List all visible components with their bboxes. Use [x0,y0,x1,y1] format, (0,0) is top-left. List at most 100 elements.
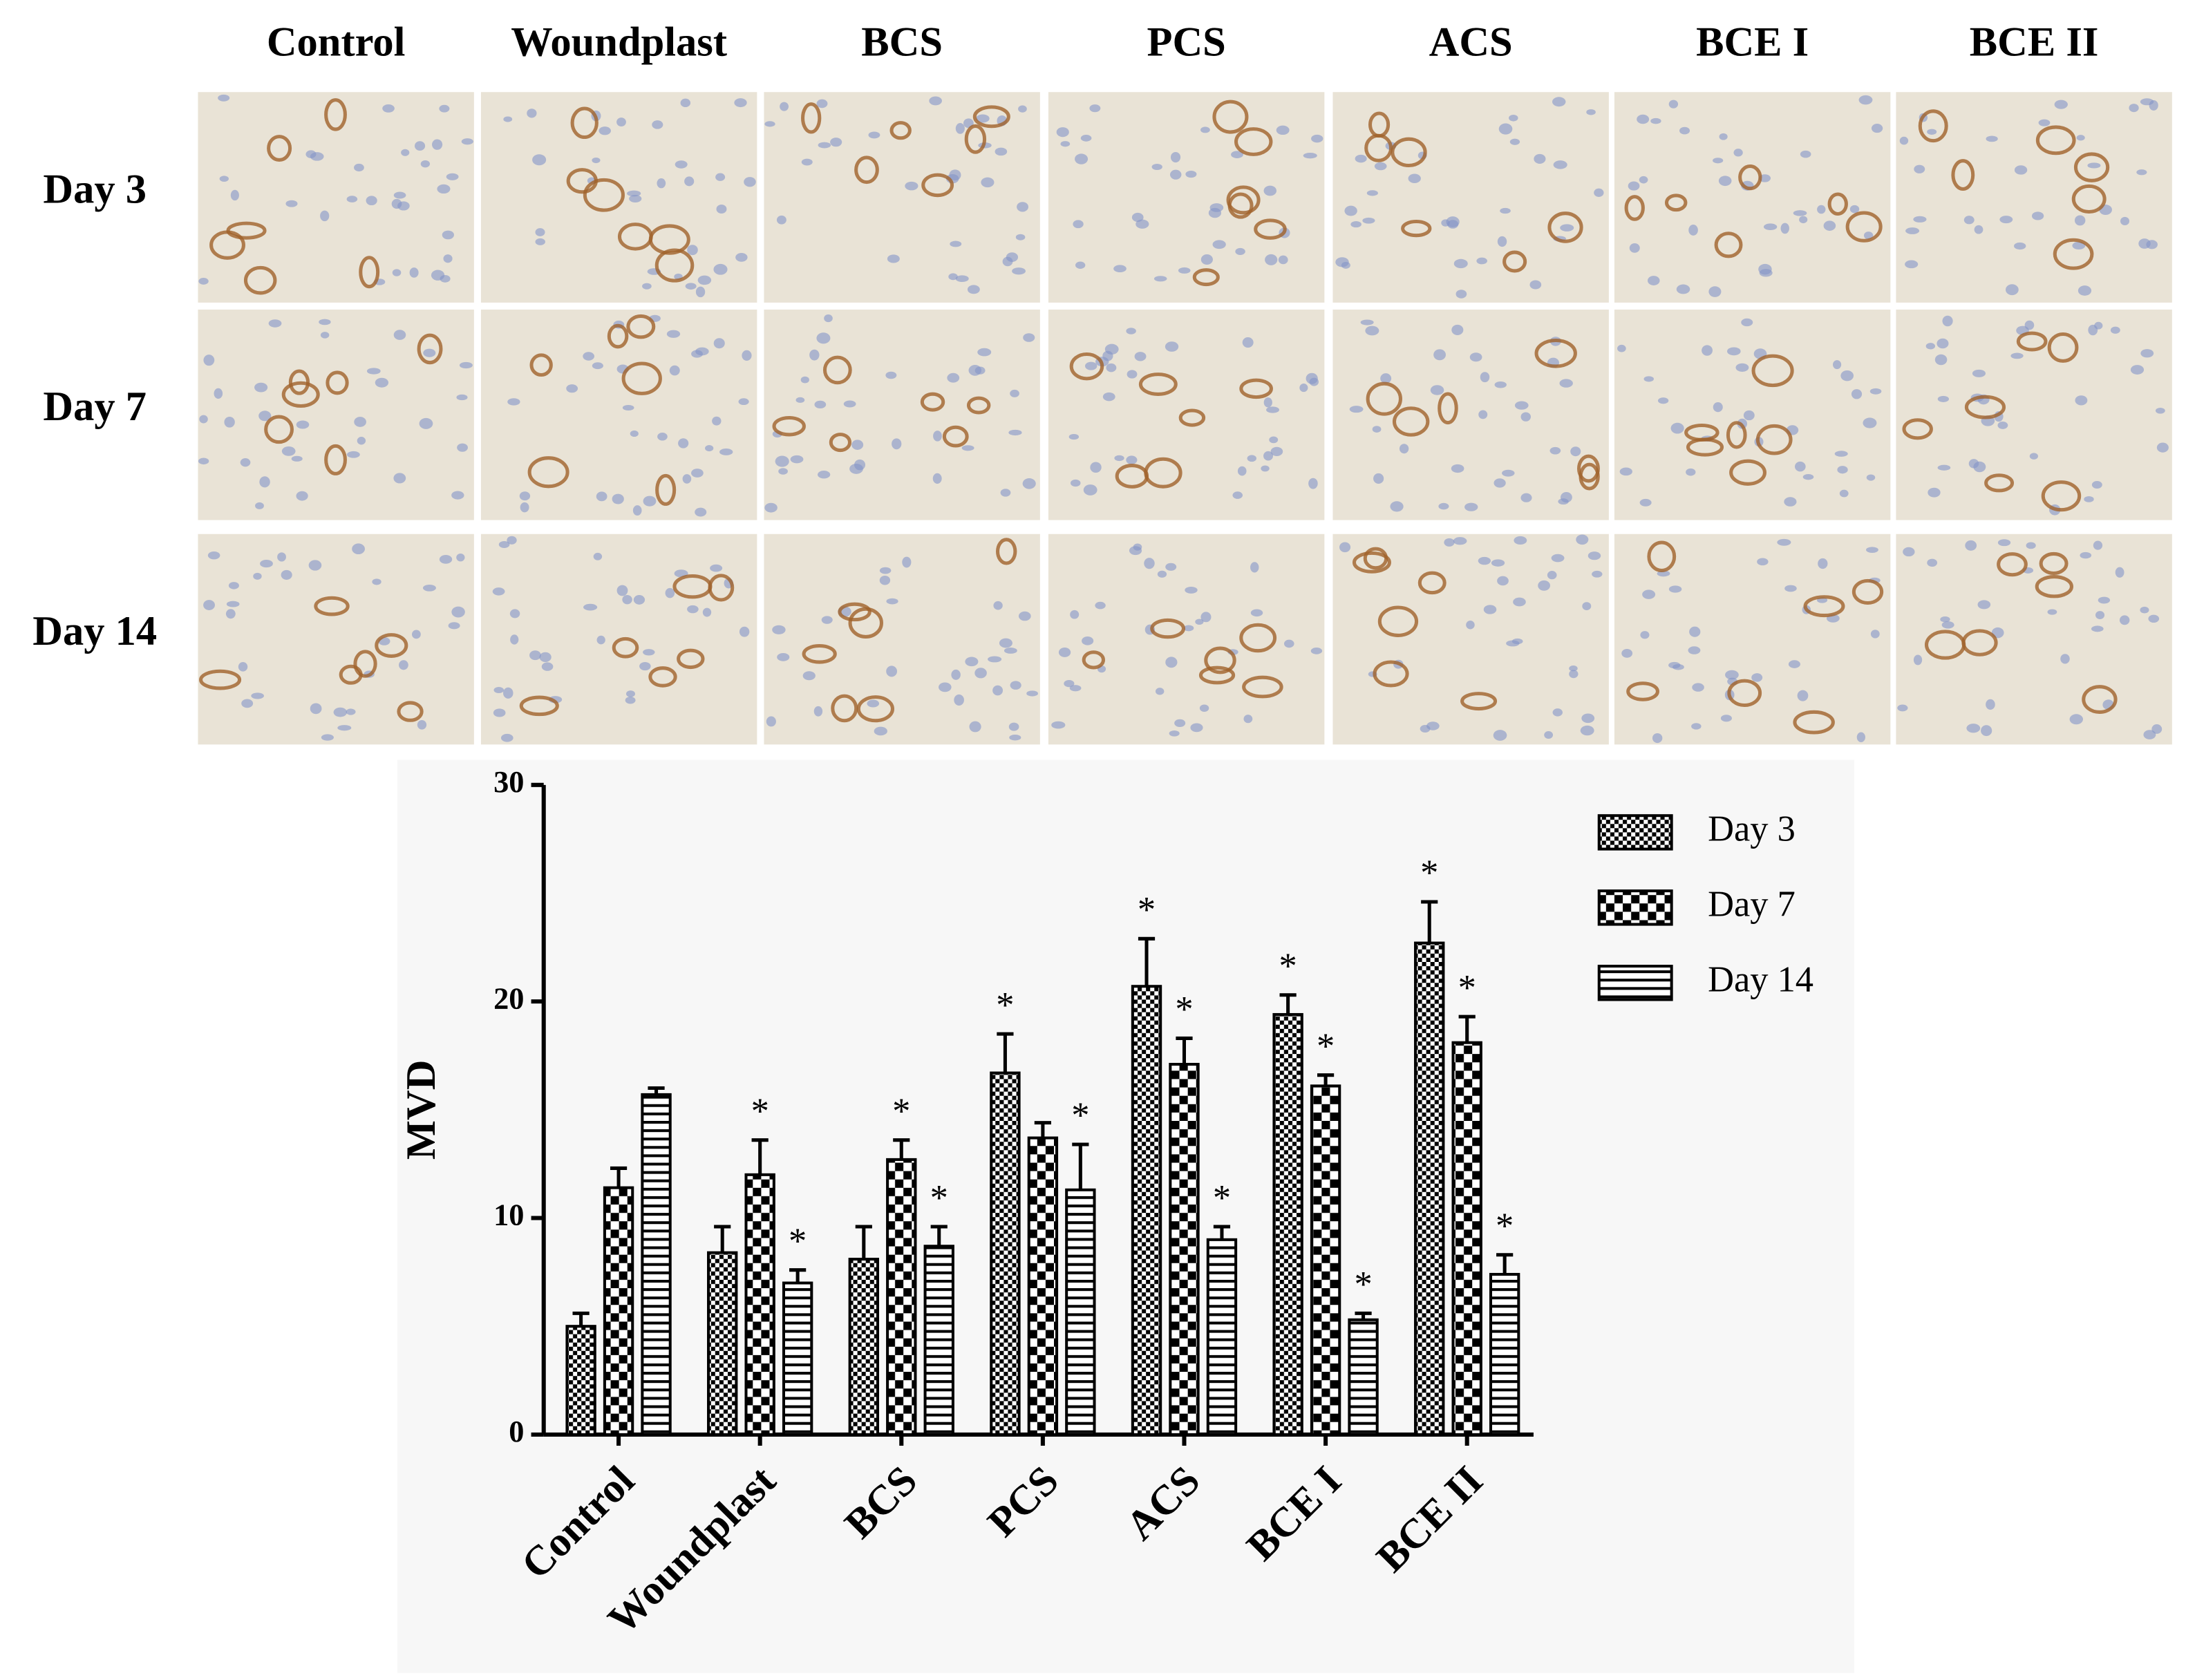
nucleus [772,625,786,634]
nucleus [643,495,657,507]
nucleus [240,458,251,467]
nucleus [529,650,541,661]
vessel [264,415,294,444]
nucleus [816,99,828,108]
nucleus [739,626,750,637]
nucleus [1569,670,1579,679]
nucleus [1691,723,1702,730]
nucleus [2140,606,2149,614]
nucleus [949,169,961,181]
nucleus [1480,372,1490,383]
nucleus [1426,721,1440,730]
nucleus [409,267,419,278]
micrograph [198,92,474,303]
nucleus [800,376,809,384]
nucleus [1897,704,1908,712]
column-label: BCE I [1696,19,1809,66]
nucleus [988,656,1002,663]
nucleus [1757,558,1769,566]
vessel [1624,195,1645,221]
nucleus [1350,221,1361,228]
micrograph [198,309,474,520]
vessel [801,102,822,134]
nucleus [1498,123,1513,135]
nucleus [1758,263,1772,275]
vessel [1198,666,1236,685]
nucleus [795,397,805,403]
nucleus [1018,611,1031,621]
nucleus [596,635,605,645]
micrograph [480,309,757,520]
bar [1310,1084,1341,1436]
nucleus [254,382,268,393]
nucleus [1547,571,1557,580]
nucleus [1199,704,1209,712]
nucleus [995,147,1008,156]
micrograph [1896,534,2172,745]
nucleus [1619,467,1632,476]
nucleus [1544,730,1554,739]
nucleus [2094,321,2103,330]
nucleus [442,230,454,240]
nucleus [1104,343,1119,355]
vessel [1069,352,1104,381]
nucleus [1637,114,1650,124]
nucleus [1208,207,1222,218]
nucleus [1000,489,1011,497]
nucleus [1965,540,1977,551]
nucleus [281,569,292,580]
nucleus [1242,337,1254,348]
nucleus [1708,286,1722,297]
nucleus [2130,365,2145,375]
nucleus [2026,542,2036,549]
nucleus [1235,247,1245,255]
nucleus [419,417,433,429]
nucleus [622,594,632,605]
nucleus [1051,721,1066,729]
nucleus [1972,369,1986,377]
vessel [1951,159,1975,191]
nucleus [1751,673,1763,682]
nucleus [1261,465,1270,472]
nucleus [1863,417,1877,428]
vessel [972,105,1010,129]
nucleus [285,200,298,207]
vessel [1961,629,1998,657]
nucleus [399,660,408,670]
nucleus [1075,153,1089,164]
nucleus [583,352,595,361]
nucleus [535,228,545,236]
nucleus [1963,216,1975,225]
vessel [772,415,806,437]
nucleus [642,283,652,290]
nucleus [1788,660,1800,668]
nucleus [932,473,942,484]
nucleus [1493,730,1507,741]
nucleus [1692,683,1704,692]
nucleus [1856,732,1865,743]
nucleus [1174,719,1186,727]
vessel [375,633,408,658]
vessel [822,355,852,385]
nucleus [1502,469,1515,477]
nucleus [1569,666,1578,672]
vessel [2035,575,2073,598]
nucleus [1151,163,1162,171]
nucleus [1840,370,1854,381]
nucleus [1986,699,1995,710]
nucleus [1511,638,1523,645]
nucleus [776,215,786,225]
nucleus [968,365,982,376]
nucleus [1438,502,1449,510]
nucleus [296,420,310,429]
vessel [1918,109,1948,143]
vessel [2071,184,2107,214]
vessel [1373,660,1409,688]
nucleus [1735,363,1749,372]
nucleus [892,438,902,450]
nucleus [843,400,856,408]
nucleus [1263,185,1277,196]
nucleus [1451,324,1464,335]
nucleus [509,609,520,619]
